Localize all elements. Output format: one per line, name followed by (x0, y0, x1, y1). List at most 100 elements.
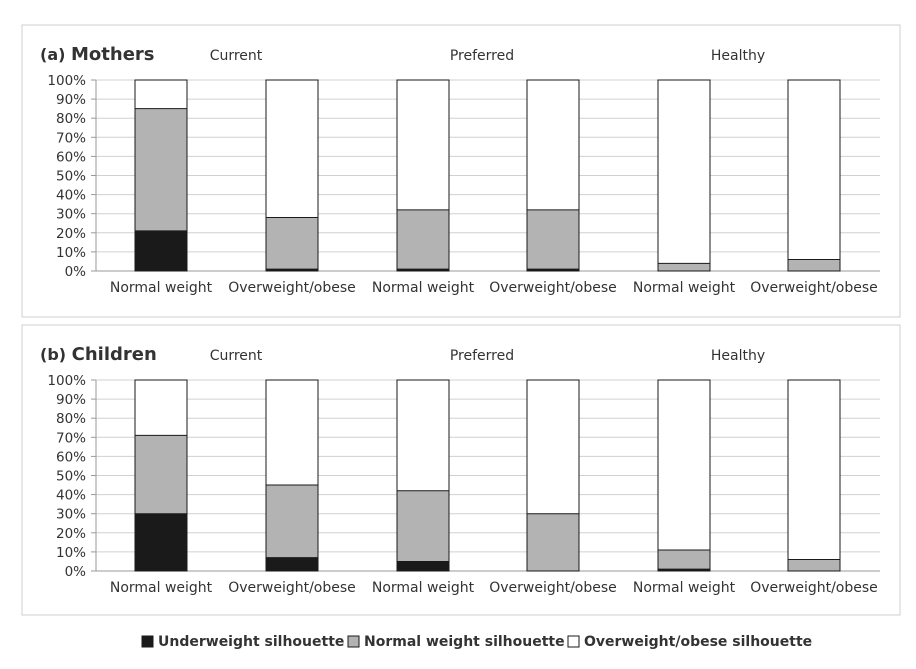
bar-segment-normal-weight (135, 108, 187, 231)
y-tick-label: 80% (56, 411, 86, 427)
panel-mothers: (a) Mothers Current Preferred Healthy 0% 10% 2… (21, 24, 901, 318)
bar-3 (396, 79, 450, 272)
bar-segment-overweight (397, 380, 449, 491)
bar-segment-underweight (658, 569, 710, 571)
legend-label-overweight: Overweight/obese silhouette (584, 634, 812, 650)
panel-title: (b) Children (40, 344, 157, 365)
group-label-current: Current (210, 48, 263, 64)
panel-title-name: Children (72, 344, 157, 365)
bar-segment-overweight (527, 380, 579, 514)
bar-segment-underweight (266, 557, 318, 571)
bar-outline (787, 379, 841, 572)
bar-segment-normal-weight (788, 559, 840, 571)
x-category-label: Overweight/obese (750, 280, 878, 296)
y-tick-label: 10% (56, 545, 86, 561)
panel-title-prefix: (b) (40, 345, 72, 364)
bar-segment-underweight (397, 561, 449, 571)
bar-outline (526, 379, 580, 572)
y-tick-label: 30% (56, 507, 86, 523)
group-label-current: Current (210, 348, 263, 364)
legend-label-normal-weight: Normal weight silhouette (364, 634, 565, 650)
bar-outline (396, 379, 450, 572)
bar-4 (526, 79, 580, 272)
legend-swatch-normal-weight (347, 635, 360, 648)
bar-6 (787, 79, 841, 272)
bar-3 (396, 379, 450, 572)
bar-5 (657, 379, 711, 572)
bar-outline (396, 79, 450, 272)
panel-title: (a) Mothers (40, 44, 155, 65)
y-tick-label: 0% (65, 264, 87, 280)
bar-segment-normal-weight (266, 485, 318, 558)
y-tick-label: 20% (56, 526, 86, 542)
bar-segment-overweight (658, 380, 710, 550)
bar-segment-overweight (788, 380, 840, 560)
y-tick-label: 30% (56, 207, 86, 223)
legend-swatch-overweight (567, 635, 580, 648)
bar-outline (657, 379, 711, 572)
bar-5 (657, 79, 711, 272)
x-category-label: Overweight/obese (489, 280, 617, 296)
bar-segment-underweight (135, 230, 187, 271)
bar-2 (265, 379, 319, 572)
x-category-label: Overweight/obese (750, 580, 878, 596)
bar-2 (265, 79, 319, 272)
bar-segment-overweight (266, 380, 318, 486)
bar-segment-overweight (788, 80, 840, 260)
bar-segment-overweight (527, 80, 579, 210)
bar-segment-normal-weight (397, 209, 449, 270)
bar-outline (265, 379, 319, 572)
bar-segment-overweight (135, 80, 187, 109)
bar-segment-normal-weight (135, 435, 187, 514)
bar-outline (657, 79, 711, 272)
y-tick-label: 10% (56, 245, 86, 261)
x-category-label: Normal weight (633, 580, 736, 596)
y-tick-label: 40% (56, 188, 86, 204)
panel-title-name: Mothers (71, 44, 155, 65)
y-tick-label: 60% (56, 449, 86, 465)
bar-segment-normal-weight (527, 209, 579, 270)
bar-outline (787, 79, 841, 272)
y-tick-label: 70% (56, 130, 86, 146)
bar-segment-normal-weight (266, 217, 318, 270)
panels: (a) Mothers Current Preferred Healthy 0% 10% 2… (21, 24, 901, 616)
bar-1 (134, 379, 188, 572)
x-category-label: Overweight/obese (228, 580, 356, 596)
bar-segment-overweight (266, 80, 318, 218)
bar-segment-normal-weight (527, 513, 579, 571)
legend-swatch-underweight (141, 635, 154, 648)
panel-children: (b) Children Current Preferred Healthy 0% 10%… (21, 324, 901, 616)
x-category-label: Normal weight (633, 280, 736, 296)
x-category-label: Normal weight (110, 280, 213, 296)
group-label-preferred: Preferred (450, 348, 514, 364)
x-category-label: Overweight/obese (228, 280, 356, 296)
y-tick-label: 20% (56, 226, 86, 242)
panel-title-prefix: (a) (40, 45, 71, 64)
x-category-label: Normal weight (372, 280, 475, 296)
bar-outline (526, 79, 580, 272)
legend-label-underweight: Underweight silhouette (158, 634, 344, 650)
x-category-label: Normal weight (372, 580, 475, 596)
y-tick-label: 70% (56, 430, 86, 446)
y-tick-label: 50% (56, 469, 86, 485)
bar-segment-underweight (266, 269, 318, 271)
bar-4 (526, 379, 580, 572)
bar-segment-underweight (527, 269, 579, 271)
y-tick-label: 90% (56, 392, 86, 408)
y-tick-label: 100% (47, 73, 86, 89)
x-category-label: Normal weight (110, 580, 213, 596)
x-category-label: Overweight/obese (489, 580, 617, 596)
bar-segment-overweight (397, 80, 449, 210)
group-label-healthy: Healthy (711, 348, 765, 364)
legend: Underweight silhouette Normal weight sil… (141, 634, 812, 650)
bar-outline (265, 79, 319, 272)
y-tick-label: 60% (56, 149, 86, 165)
y-tick-label: 90% (56, 92, 86, 108)
y-tick-label: 0% (65, 564, 87, 580)
bar-segment-underweight (397, 269, 449, 271)
y-tick-label: 100% (47, 373, 86, 389)
y-tick-label: 50% (56, 169, 86, 185)
bar-segment-overweight (135, 380, 187, 436)
